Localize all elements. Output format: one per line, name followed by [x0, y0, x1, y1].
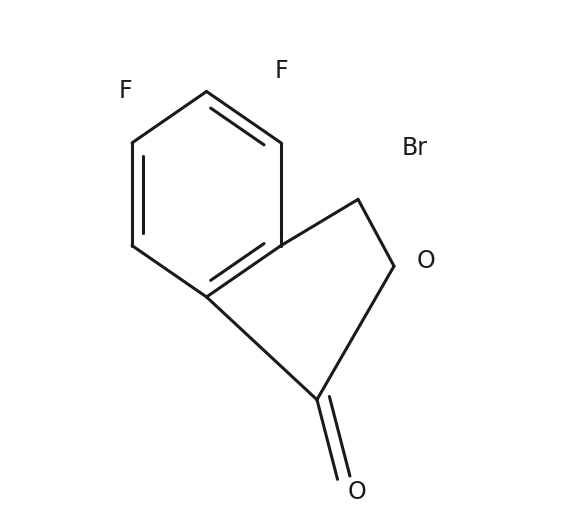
Text: O: O — [348, 480, 366, 504]
Text: F: F — [274, 59, 288, 83]
Text: Br: Br — [402, 136, 428, 160]
Text: O: O — [417, 249, 436, 273]
Text: F: F — [119, 79, 132, 103]
